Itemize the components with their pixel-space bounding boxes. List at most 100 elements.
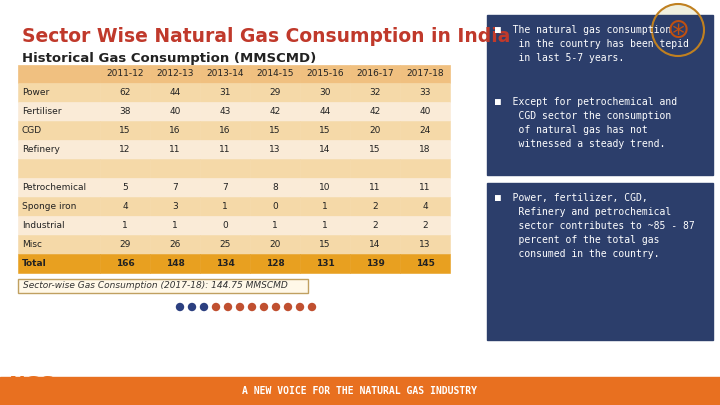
Text: 44: 44 xyxy=(169,88,181,97)
Text: 131: 131 xyxy=(315,259,334,268)
Text: 32: 32 xyxy=(369,88,381,97)
Bar xyxy=(350,254,400,273)
Bar xyxy=(150,140,200,159)
Bar xyxy=(18,216,100,235)
Bar xyxy=(300,159,350,178)
Bar xyxy=(100,197,150,216)
Bar xyxy=(18,65,100,83)
Bar xyxy=(350,65,400,83)
Text: 13: 13 xyxy=(419,240,431,249)
Bar xyxy=(18,159,100,178)
Bar xyxy=(350,83,400,102)
Bar xyxy=(150,178,200,197)
Text: 10: 10 xyxy=(319,183,330,192)
Text: 2016-17: 2016-17 xyxy=(356,70,394,79)
Text: 148: 148 xyxy=(166,259,184,268)
Text: 38: 38 xyxy=(120,107,131,116)
Bar xyxy=(200,235,250,254)
Text: 1: 1 xyxy=(172,221,178,230)
Bar xyxy=(350,216,400,235)
Bar xyxy=(18,121,100,140)
Bar xyxy=(250,254,300,273)
Text: 7: 7 xyxy=(222,183,228,192)
Bar xyxy=(400,178,450,197)
Text: 4: 4 xyxy=(422,202,428,211)
Text: 40: 40 xyxy=(169,107,181,116)
Bar xyxy=(150,216,200,235)
Bar xyxy=(150,65,200,83)
Text: Power: Power xyxy=(22,88,49,97)
Bar xyxy=(100,65,150,83)
Bar xyxy=(300,83,350,102)
Text: 2013-14: 2013-14 xyxy=(206,70,244,79)
Text: 20: 20 xyxy=(269,240,281,249)
Text: 134: 134 xyxy=(215,259,235,268)
Bar xyxy=(150,102,200,121)
Bar xyxy=(100,102,150,121)
Text: 29: 29 xyxy=(120,240,131,249)
Text: 15: 15 xyxy=(319,126,330,135)
Bar xyxy=(250,216,300,235)
Bar xyxy=(200,140,250,159)
Text: 2014-15: 2014-15 xyxy=(256,70,294,79)
Text: 11: 11 xyxy=(369,183,381,192)
Circle shape xyxy=(248,303,256,311)
Bar xyxy=(300,102,350,121)
Text: 30: 30 xyxy=(319,88,330,97)
Bar xyxy=(200,159,250,178)
Bar xyxy=(18,178,100,197)
Text: 3: 3 xyxy=(172,202,178,211)
Text: 2017-18: 2017-18 xyxy=(406,70,444,79)
Bar xyxy=(400,216,450,235)
Text: 43: 43 xyxy=(220,107,230,116)
Bar xyxy=(150,197,200,216)
Text: ⊛: ⊛ xyxy=(667,16,690,44)
Text: 139: 139 xyxy=(366,259,384,268)
Bar xyxy=(300,254,350,273)
Bar xyxy=(250,65,300,83)
Text: Sponge iron: Sponge iron xyxy=(22,202,76,211)
Bar xyxy=(250,235,300,254)
Bar xyxy=(150,254,200,273)
Circle shape xyxy=(212,303,220,311)
Bar xyxy=(250,121,300,140)
Text: 15: 15 xyxy=(120,126,131,135)
Text: A NEW VOICE FOR THE NATURAL GAS INDUSTRY: A NEW VOICE FOR THE NATURAL GAS INDUSTRY xyxy=(243,386,477,396)
Text: 31: 31 xyxy=(220,88,230,97)
Text: 12: 12 xyxy=(120,145,131,154)
Text: Historical Gas Consumption (MMSCMD): Historical Gas Consumption (MMSCMD) xyxy=(22,52,316,65)
Text: 4: 4 xyxy=(122,202,128,211)
Bar xyxy=(400,254,450,273)
Bar xyxy=(250,140,300,159)
Circle shape xyxy=(225,303,232,311)
Text: Total: Total xyxy=(22,259,47,268)
Bar xyxy=(250,102,300,121)
Bar xyxy=(250,197,300,216)
Text: 24: 24 xyxy=(419,126,431,135)
Text: 145: 145 xyxy=(415,259,434,268)
Text: 11: 11 xyxy=(169,145,181,154)
Bar xyxy=(150,121,200,140)
Text: 20: 20 xyxy=(369,126,381,135)
Bar xyxy=(200,83,250,102)
Bar xyxy=(400,159,450,178)
Bar xyxy=(200,65,250,83)
Text: ■  Power, fertilizer, CGD,
    Refinery and petrochemical
    sector contributes: ■ Power, fertilizer, CGD, Refinery and p… xyxy=(495,193,695,259)
Bar xyxy=(150,235,200,254)
Text: 11: 11 xyxy=(220,145,230,154)
Text: 2: 2 xyxy=(372,202,378,211)
Text: Refinery: Refinery xyxy=(22,145,60,154)
Text: 14: 14 xyxy=(319,145,330,154)
Text: 1: 1 xyxy=(322,202,328,211)
Bar xyxy=(400,235,450,254)
Bar xyxy=(400,83,450,102)
Text: 0: 0 xyxy=(272,202,278,211)
Bar xyxy=(0,377,720,405)
Bar xyxy=(300,65,350,83)
Circle shape xyxy=(284,303,292,311)
Circle shape xyxy=(297,303,304,311)
Bar xyxy=(200,178,250,197)
Bar xyxy=(18,235,100,254)
Bar xyxy=(200,254,250,273)
Text: 15: 15 xyxy=(369,145,381,154)
